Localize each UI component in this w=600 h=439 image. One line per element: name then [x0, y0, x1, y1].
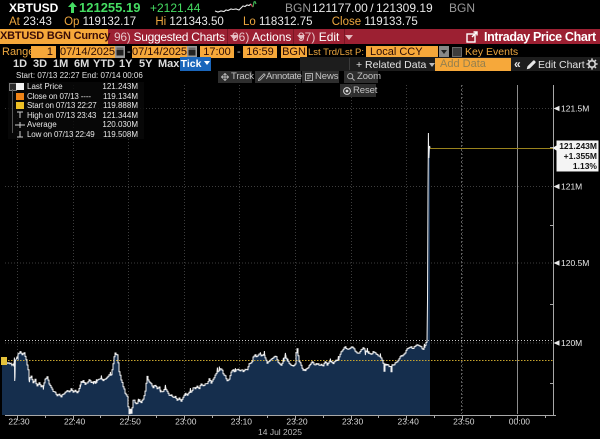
svg-text:23:00: 23:00 [175, 417, 197, 427]
svg-text:121.5M: 121.5M [561, 104, 589, 114]
svg-text:14 Jul 2025: 14 Jul 2025 [258, 427, 302, 437]
svg-text:22:30: 22:30 [8, 417, 30, 427]
svg-text:00:00: 00:00 [509, 417, 531, 427]
svg-text:22:50: 22:50 [120, 417, 142, 427]
svg-text:23:50: 23:50 [453, 417, 475, 427]
svg-text:120.5M: 120.5M [561, 258, 589, 268]
svg-text:23:40: 23:40 [398, 417, 420, 427]
svg-text:23:10: 23:10 [231, 417, 253, 427]
svg-text:1.13%: 1.13% [573, 161, 598, 171]
svg-text:121M: 121M [561, 182, 582, 192]
svg-text:23:30: 23:30 [342, 417, 364, 427]
svg-text:+1.355M: +1.355M [564, 151, 597, 161]
svg-text:23:20: 23:20 [286, 417, 308, 427]
svg-text:22:40: 22:40 [64, 417, 86, 427]
svg-text:121.243M: 121.243M [559, 141, 597, 151]
svg-text:120M: 120M [561, 338, 582, 348]
